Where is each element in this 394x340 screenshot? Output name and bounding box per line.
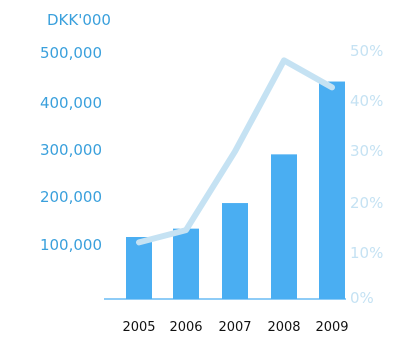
right-tick-20: 20% xyxy=(350,194,383,212)
x-tick-2006: 2006 xyxy=(169,320,202,335)
left-tick-400000: 400,000 xyxy=(40,94,102,112)
left-tick-100000: 100,000 xyxy=(40,236,102,254)
percentage-line xyxy=(136,57,335,246)
bar-2006 xyxy=(173,228,199,299)
right-axis-ticks: 50% 40% 30% 20% 10% 0% xyxy=(350,42,383,307)
right-tick-0: 0% xyxy=(350,289,374,307)
x-tick-2009: 2009 xyxy=(315,320,348,335)
left-tick-300000: 300,000 xyxy=(40,141,102,159)
bar-2005 xyxy=(126,237,152,299)
right-tick-50: 50% xyxy=(350,42,383,60)
x-tick-2008: 2008 xyxy=(267,320,300,335)
x-axis-ticks: 2005 2006 2007 2008 2009 xyxy=(122,320,348,335)
bar-2009 xyxy=(319,81,345,299)
bar-series xyxy=(126,81,345,299)
right-tick-10: 10% xyxy=(350,244,383,262)
left-tick-200000: 200,000 xyxy=(40,188,102,206)
x-tick-2007: 2007 xyxy=(218,320,251,335)
left-tick-500000: 500,000 xyxy=(40,44,102,62)
bar-2008 xyxy=(271,154,297,299)
right-tick-30: 30% xyxy=(350,142,383,160)
unit-label: DKK'000 xyxy=(47,11,111,29)
bar-2007 xyxy=(222,203,248,299)
x-tick-2005: 2005 xyxy=(122,320,155,335)
right-tick-40: 40% xyxy=(350,92,383,110)
left-axis-ticks: 500,000 400,000 300,000 200,000 100,000 xyxy=(40,44,102,254)
